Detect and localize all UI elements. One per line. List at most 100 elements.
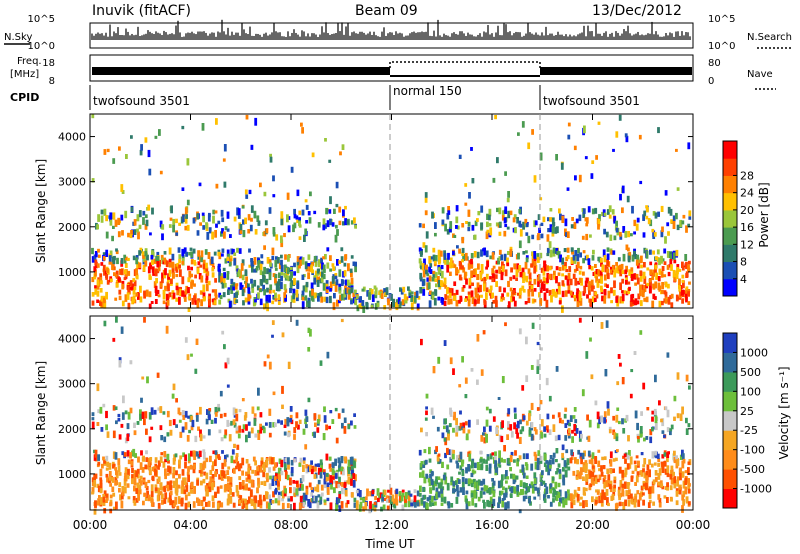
rti-cell [517, 292, 520, 296]
rti-cell [313, 292, 317, 299]
rti-cell [292, 297, 296, 303]
rti-cell [186, 158, 190, 166]
rti-cell [127, 270, 131, 276]
rti-cell [468, 453, 472, 462]
nave-tick-bottom: 0 [708, 76, 714, 87]
rti-cell [551, 289, 555, 294]
rti-cell [477, 464, 481, 471]
rti-cell [108, 261, 112, 265]
rti-cell [299, 502, 302, 511]
rti-cell [226, 419, 230, 427]
rti-cell [311, 288, 314, 296]
rti-cell [145, 289, 149, 297]
rti-cell [380, 506, 383, 512]
rti-cell [618, 495, 621, 501]
rti-cell [644, 484, 648, 490]
rti-cell [220, 437, 224, 442]
rti-cell [187, 296, 191, 300]
rti-cell [178, 296, 181, 305]
rti-cell [320, 296, 324, 303]
rti-cell [516, 263, 520, 271]
rti-cell [163, 451, 167, 458]
rti-cell [589, 298, 593, 306]
rti-cell [687, 142, 691, 150]
rti-cell [676, 413, 680, 419]
rti-cell [131, 283, 134, 291]
rti-cell [120, 258, 124, 264]
rti-cell [268, 432, 272, 438]
rti-cell [489, 496, 493, 505]
rti-cell [467, 464, 470, 472]
rti-cell [492, 480, 496, 486]
rti-cell [314, 495, 318, 504]
rti-cell [461, 470, 465, 477]
rti-cell [639, 284, 642, 292]
rti-cell [519, 288, 522, 295]
rti-cell [111, 262, 114, 270]
rti-cell [172, 272, 175, 279]
rti-cell [221, 253, 224, 257]
rti-cell [559, 213, 562, 221]
rti-cell [274, 422, 277, 427]
rti-cell [344, 285, 347, 290]
rti-cell [227, 476, 230, 482]
rti-cell [557, 434, 561, 441]
rti-cell [93, 508, 97, 515]
rti-cell [459, 465, 463, 471]
rti-cell [664, 406, 668, 411]
rti-cell [260, 254, 264, 259]
rti-cell [298, 221, 301, 227]
rti-cell [528, 427, 532, 435]
rti-cell [519, 429, 523, 435]
rti-cell [202, 451, 206, 460]
rti-cell [202, 215, 205, 223]
rti-cell [245, 424, 248, 431]
rti-cell [561, 265, 565, 271]
rti-cell [184, 207, 188, 215]
rti-cell [139, 475, 143, 480]
rti-cell [514, 450, 517, 456]
rti-cell [564, 261, 567, 268]
rti-cell [184, 461, 187, 469]
rti-cell [341, 144, 345, 150]
rti-cell [307, 327, 311, 333]
rti-cell [679, 219, 683, 227]
rti-cell [491, 252, 495, 260]
rti-cell [221, 330, 225, 335]
rti-cell [486, 260, 489, 268]
rti-cell [633, 351, 637, 355]
rti-cell [168, 262, 172, 268]
rti-cell [227, 298, 231, 303]
rti-cell [467, 419, 471, 428]
rti-cell [301, 484, 304, 491]
rti-cell [353, 458, 357, 462]
rti-cell [148, 462, 152, 471]
rti-cell [301, 475, 305, 482]
rti-cell [670, 465, 674, 470]
rti-cell [576, 261, 580, 268]
rti-cell [676, 187, 680, 191]
rti-cell [405, 296, 409, 301]
rti-cell [310, 487, 314, 490]
rti-cell [338, 290, 342, 294]
rti-cell [578, 437, 582, 442]
rti-cell [150, 426, 154, 430]
rti-cell [500, 457, 503, 463]
rti-cell [551, 457, 555, 465]
rti-cell [194, 300, 198, 305]
rti-cell [571, 251, 574, 255]
rti-cell [197, 426, 200, 431]
rti-cell [114, 476, 118, 482]
rti-cell [293, 277, 296, 286]
rti-cell [637, 293, 641, 300]
rti-cell [504, 269, 508, 277]
rti-cell [669, 485, 673, 491]
rti-cell [211, 495, 215, 501]
rti-cell [102, 264, 106, 272]
rti-cell [97, 454, 100, 461]
rti-cell [280, 259, 283, 266]
rti-cell [507, 485, 511, 490]
rti-cell [410, 291, 414, 295]
rti-cell [418, 493, 422, 497]
colorbar-segment [723, 391, 737, 412]
